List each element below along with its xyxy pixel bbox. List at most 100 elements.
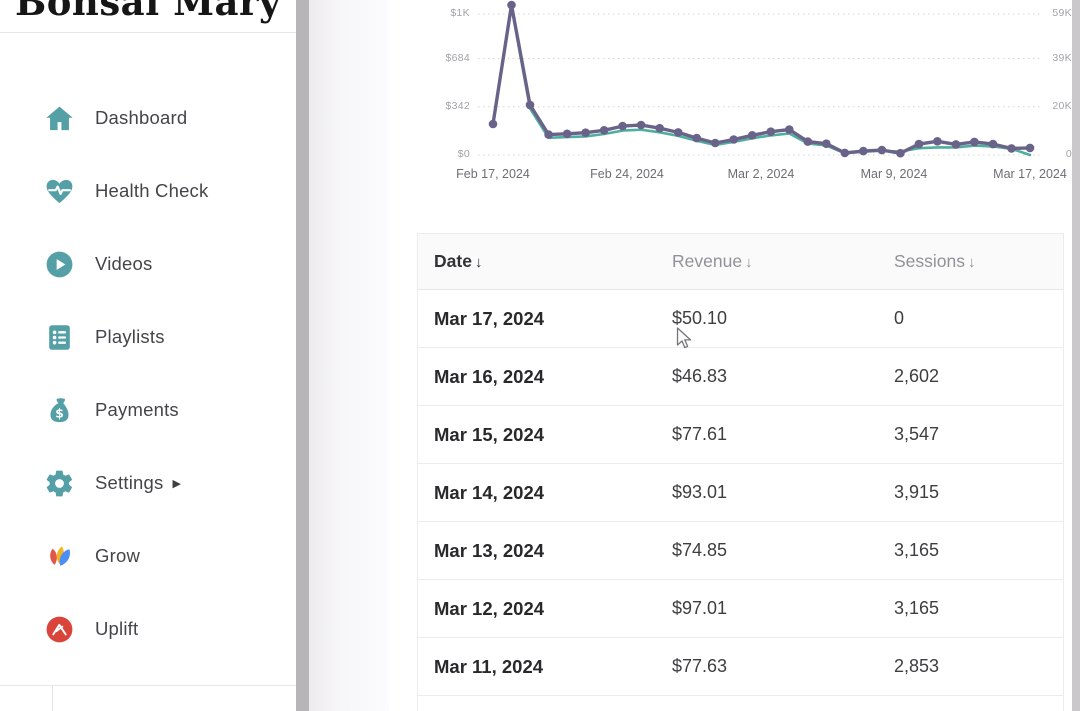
sessions-cell: 3,547 xyxy=(894,424,940,444)
date-cell: Mar 17, 2024 xyxy=(434,307,545,329)
revenue-point xyxy=(747,131,757,140)
y-axis-label-left: $0 xyxy=(457,148,470,160)
revenue-line xyxy=(491,3,1032,155)
revenue-point xyxy=(785,125,794,134)
column-header-revenue[interactable]: Revenue ↓ xyxy=(656,251,878,272)
content-gutter xyxy=(309,0,389,711)
revenue-point xyxy=(933,137,942,146)
column-label: Sessions xyxy=(894,251,966,271)
page-scrollbar[interactable] xyxy=(1072,0,1080,711)
revenue-cell: $77.63 xyxy=(672,656,728,676)
sidebar-item-label: Uplift xyxy=(95,618,139,639)
sidebar-footer-cell-border xyxy=(52,686,53,711)
x-axis-label: Mar 17, 2024 xyxy=(993,167,1067,181)
table-row: Mar 16, 2024 $46.83 2,602 xyxy=(418,348,1063,406)
revenue-sessions-chart: $1K 59K $684 39K $342 20K $0 0 Feb 17, 2024 Feb 2… xyxy=(0,0,1080,210)
revenue-cell: $50.10 xyxy=(672,308,728,328)
sidebar-item-label: Dashboard xyxy=(95,107,188,128)
revenue-point xyxy=(655,123,664,133)
revenue-point xyxy=(618,121,627,131)
sort-descending-icon: ↓ xyxy=(474,254,483,271)
y-axis-label-left: $684 xyxy=(445,51,470,64)
sessions-cell: 2,602 xyxy=(894,366,940,386)
sidebar-item-grow[interactable]: Grow xyxy=(0,534,296,578)
table-row: Mar 11, 2024 $77.63 2,853 xyxy=(418,638,1063,696)
uplift-icon xyxy=(44,614,75,645)
y-axis-label-left: $342 xyxy=(445,99,470,112)
revenue-point xyxy=(581,128,590,137)
sidebar-item-health-check[interactable]: Health Check xyxy=(0,169,296,213)
sidebar-item-label: Videos xyxy=(95,253,153,274)
sidebar-item-videos[interactable]: Videos xyxy=(0,242,296,286)
app-title: Bonsai Mary xyxy=(14,0,282,24)
revenue-point xyxy=(507,0,516,10)
revenue-point xyxy=(1025,143,1035,153)
date-cell: Mar 13, 2024 xyxy=(434,539,545,561)
y-axis-label-left: $1K xyxy=(450,7,470,19)
revenue-point xyxy=(877,145,887,155)
svg-text:$: $ xyxy=(55,406,64,420)
date-cell: Mar 14, 2024 xyxy=(434,481,545,503)
revenue-point xyxy=(562,129,572,139)
sidebar-item-uplift[interactable]: Uplift xyxy=(0,607,296,651)
revenue-point xyxy=(970,137,979,147)
y-axis-label-right: 59K xyxy=(1052,7,1072,19)
y-axis-label-right: 39K xyxy=(1052,51,1072,64)
sidebar-item-label: Health Check xyxy=(95,180,209,201)
x-axis-label: Feb 24, 2024 xyxy=(590,167,664,181)
sessions-cell: 2,853 xyxy=(894,656,940,676)
chart-canvas xyxy=(478,0,1042,158)
column-header-date[interactable]: Date ↓ xyxy=(418,251,656,272)
sidebar: Bonsai Mary Dashboard Health Check Videos P… xyxy=(0,0,296,711)
sidebar-divider xyxy=(0,32,296,33)
sidebar-footer-divider xyxy=(0,685,296,686)
revenue-cell: $97.01 xyxy=(672,598,728,618)
column-header-sessions[interactable]: Sessions ↓ xyxy=(878,251,1063,272)
health-check-icon xyxy=(44,176,75,207)
grow-icon xyxy=(44,541,75,572)
chevron-right-icon: ▶ xyxy=(172,477,181,490)
sidebar-item-playlists[interactable]: Playlists xyxy=(0,315,296,359)
revenue-point xyxy=(840,148,850,158)
sidebar-item-dashboard[interactable]: Dashboard xyxy=(0,96,296,140)
revenue-point xyxy=(599,126,609,135)
payments-icon: $ xyxy=(44,395,75,426)
table-row: Mar 10, 2024$12.781,452 xyxy=(418,696,1063,711)
revenue-point xyxy=(822,139,831,148)
revenue-point xyxy=(803,137,813,146)
settings-icon xyxy=(44,468,75,499)
revenue-point xyxy=(896,148,905,158)
column-label: Date xyxy=(434,251,472,271)
x-axis-label: Mar 2, 2024 xyxy=(727,167,795,181)
revenue-point xyxy=(766,127,776,136)
sidebar-scrollbar[interactable] xyxy=(296,0,309,711)
revenue-point xyxy=(692,133,701,143)
revenue-cell: $74.85 xyxy=(672,540,728,560)
sessions-cell: 3,165 xyxy=(894,540,940,560)
sessions-cell: 0 xyxy=(894,308,905,328)
x-axis-label: Feb 17, 2024 xyxy=(456,167,530,181)
x-axis-label: Mar 9, 2024 xyxy=(860,167,928,181)
table-row: Mar 12, 2024 $97.01 3,165 xyxy=(418,580,1063,638)
table-row: Mar 13, 2024 $74.85 3,165 xyxy=(418,522,1063,580)
table-row: Mar 15, 2024 $77.61 3,547 xyxy=(418,406,1063,464)
revenue-point xyxy=(729,135,738,144)
revenue-cell: $77.61 xyxy=(672,424,728,444)
sidebar-item-label: Playlists xyxy=(95,326,165,347)
revenue-point xyxy=(988,139,998,149)
revenue-point xyxy=(673,128,683,137)
table-row: Mar 17, 2024 $50.10 0 xyxy=(418,290,1063,348)
revenue-point xyxy=(525,100,535,110)
sidebar-item-payments[interactable]: $ Payments xyxy=(0,388,296,432)
sort-descending-icon: ↓ xyxy=(968,254,976,271)
sidebar-item-label: Settings xyxy=(95,472,164,493)
sidebar-nav: Dashboard Health Check Videos Playlists $ Pay… xyxy=(0,96,296,651)
revenue-point xyxy=(710,138,720,148)
date-cell: Mar 16, 2024 xyxy=(434,365,545,387)
revenue-point xyxy=(544,130,553,139)
table-body: Mar 17, 2024 $50.10 0 Mar 16, 2024 $46.83 2,6… xyxy=(418,290,1063,711)
sidebar-item-settings[interactable]: Settings ▶ xyxy=(0,461,296,505)
sidebar-item-label: Grow xyxy=(95,545,140,566)
table-header-row: Date ↓ Revenue ↓ Sessions ↓ xyxy=(418,234,1063,290)
